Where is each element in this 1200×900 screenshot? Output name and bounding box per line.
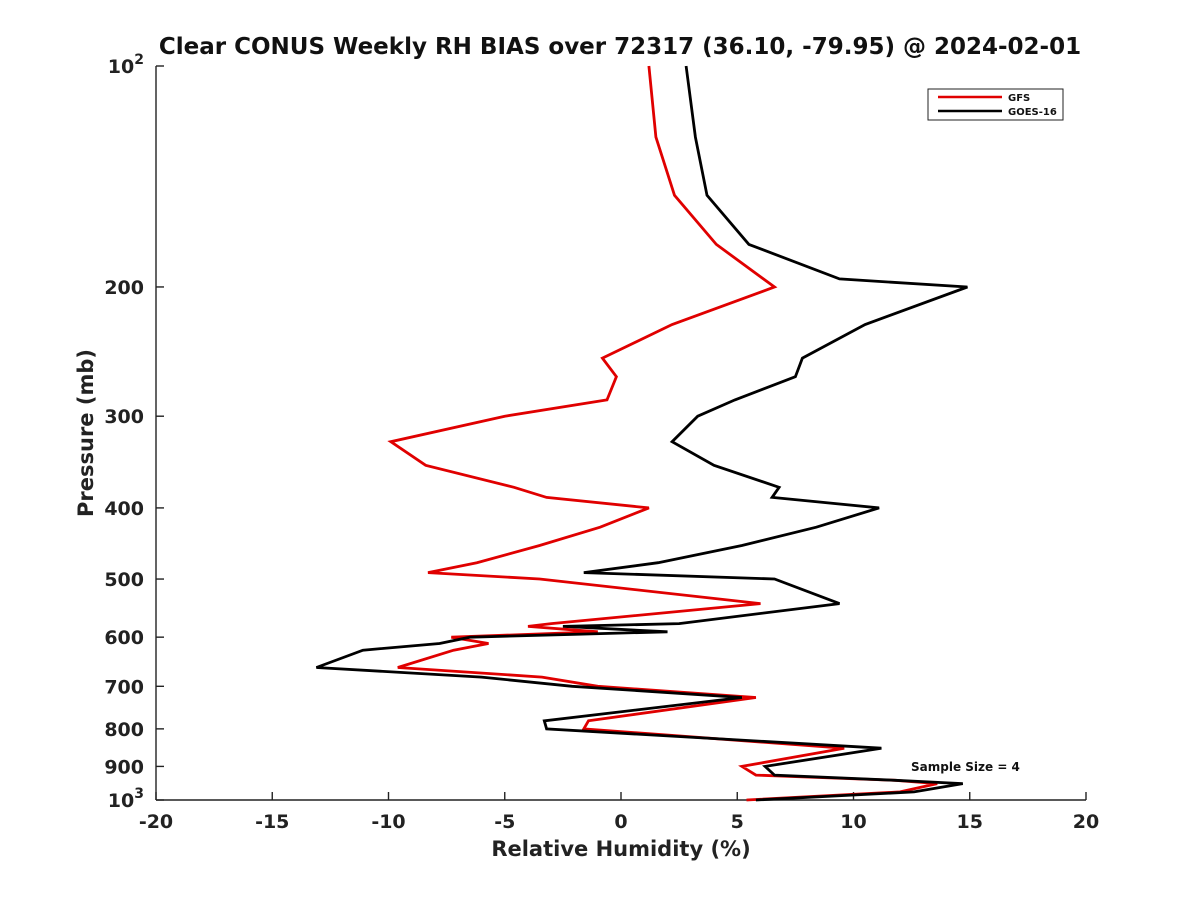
y-ticks: 102 200 300 400 500 600 700 800 900 103: [104, 52, 164, 812]
x-tick-label: -20: [139, 811, 173, 833]
y-tick-label: 700: [104, 676, 144, 698]
sample-size-annotation: Sample Size = 4: [911, 760, 1020, 774]
plot-area: -20 -15 -10 -5 0 5 10 15 20 102 200 300 400 500 600 70…: [104, 52, 1099, 833]
series-lines: [315, 65, 968, 802]
x-tick-label: -15: [255, 811, 289, 833]
chart-title: Clear CONUS Weekly RH BIAS over 72317 (3…: [159, 34, 1081, 60]
legend-label-goes16: GOES-16: [1008, 107, 1057, 118]
y-tick-label: 800: [104, 719, 144, 741]
x-ticks: -20 -15 -10 -5 0 5 10 15 20: [139, 792, 1099, 833]
x-tick-label: -10: [371, 811, 405, 833]
y-tick-label: 600: [104, 627, 144, 649]
x-tick-label: 20: [1073, 811, 1099, 833]
y-tick-label: 103: [108, 786, 144, 812]
y-tick-label: 900: [104, 756, 144, 778]
x-tick-label: 15: [957, 811, 983, 833]
legend-label-gfs: GFS: [1008, 93, 1030, 104]
series-line-gfs: [387, 65, 938, 802]
legend: GFS GOES-16: [927, 88, 1064, 121]
y-tick-label: 300: [104, 406, 144, 428]
x-tick-label: -5: [494, 811, 515, 833]
y-tick-label: 200: [104, 277, 144, 299]
x-tick-label: 0: [614, 811, 627, 833]
series-line-goes16: [315, 65, 968, 802]
x-axis-label: Relative Humidity (%): [491, 837, 750, 861]
legend-box: [927, 88, 1064, 121]
x-tick-label: 10: [840, 811, 866, 833]
y-tick-label: 400: [104, 498, 144, 520]
y-tick-label: 500: [104, 569, 144, 591]
y-axis-label: Pressure (mb): [74, 349, 98, 517]
y-tick-label: 102: [108, 52, 144, 78]
x-tick-label: 5: [731, 811, 744, 833]
